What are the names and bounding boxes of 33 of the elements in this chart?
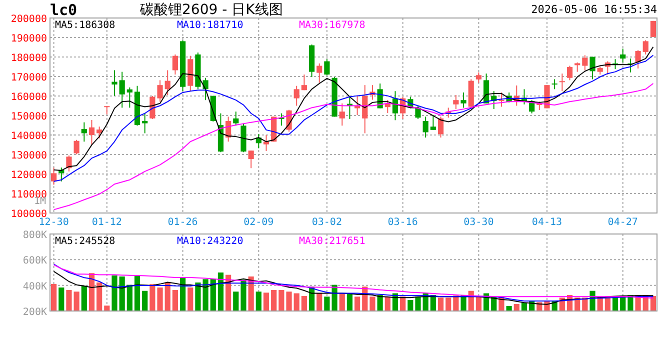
x-tick-label: 01-12 — [92, 217, 122, 228]
x-tick-label: 04-27 — [608, 217, 638, 228]
y-tick-label: 150000 — [10, 112, 47, 122]
text: 1M — [34, 196, 46, 207]
y-tick-label: 800K — [22, 230, 47, 241]
y-tick-label: 200000 — [10, 14, 47, 25]
y-tick-label: 400K — [22, 281, 47, 292]
text: 2026-05-06 16:55:34 — [531, 3, 658, 16]
x-tick-label: 01-26 — [168, 217, 198, 228]
chart-title: 碳酸锂2609 - 日K线图 — [139, 2, 283, 18]
y-tick-label: 120000 — [10, 170, 47, 181]
line-series — [53, 83, 654, 210]
x-tick-label: 02-09 — [244, 217, 274, 228]
y-tick-label: 200K — [22, 307, 47, 318]
text: MA10:243220 — [177, 236, 244, 247]
text: MA30:167978 — [299, 20, 366, 31]
x-tick-label: 03-16 — [388, 217, 418, 228]
y-tick-label: 130000 — [10, 150, 47, 162]
y-tick-label: 600K — [22, 256, 47, 267]
x-tick-label: 12-30 — [38, 217, 69, 228]
text: MA5:245528 — [55, 236, 116, 247]
x-tick-label: 03-02 — [312, 217, 342, 228]
y-tick-label: 190000 — [10, 34, 47, 44]
x-tick-label: 04-13 — [532, 217, 562, 228]
y-tick-label: 160000 — [10, 92, 47, 103]
y-tick-label: 170000 — [10, 72, 47, 84]
y-tick-label: 180000 — [10, 53, 47, 64]
y-tick-label: 140000 — [10, 131, 47, 142]
text: MA10:181710 — [177, 20, 244, 31]
text: MA5:186308 — [55, 20, 116, 31]
x-tick-label: 03-30 — [464, 217, 494, 228]
text: MA30:217651 — [299, 236, 366, 247]
annotation: lc0 — [50, 1, 78, 19]
